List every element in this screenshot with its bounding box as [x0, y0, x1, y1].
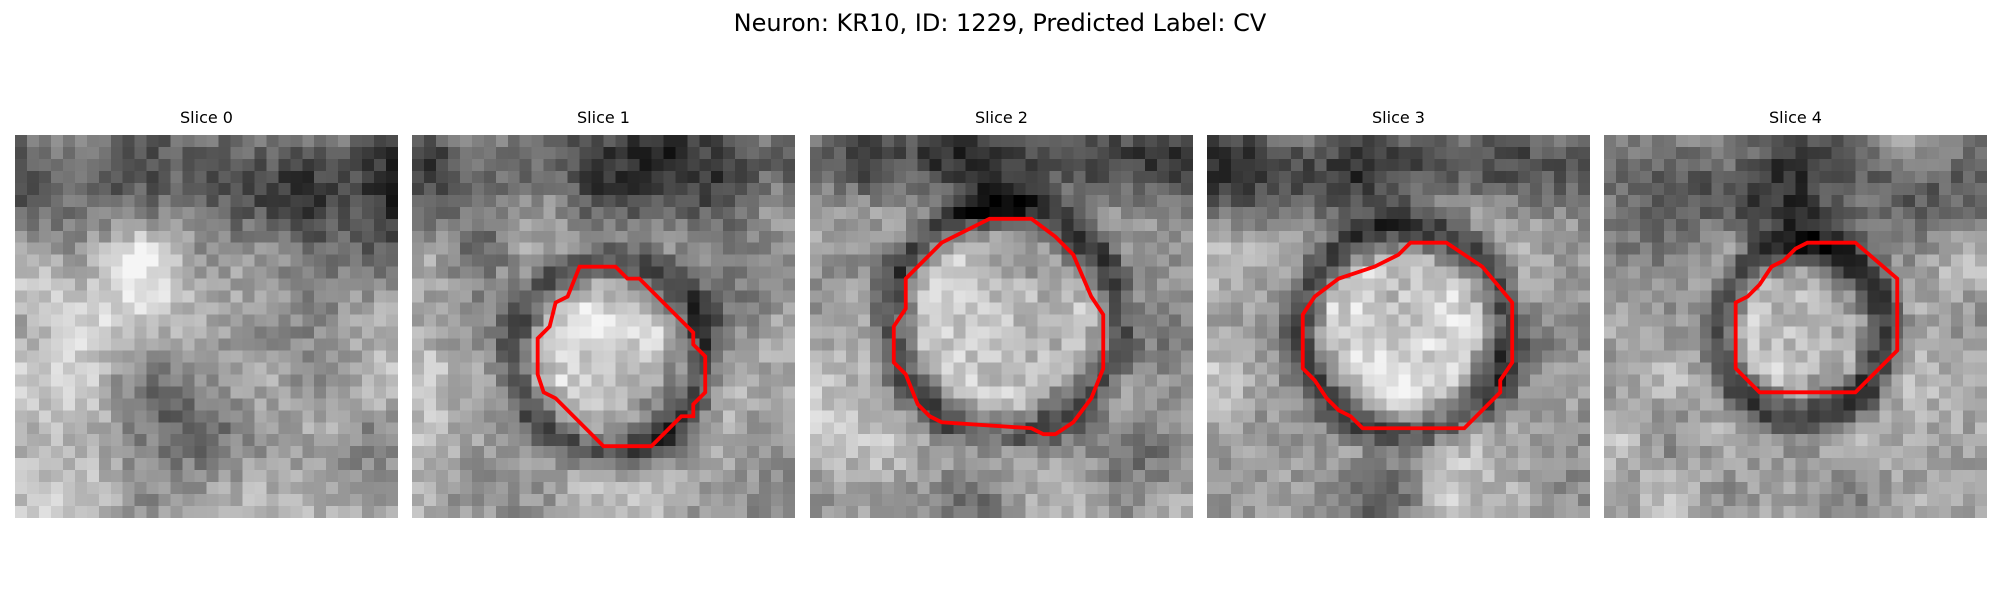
slice-title-3: Slice 3 [1372, 108, 1425, 127]
slice-image-2 [810, 135, 1193, 518]
slice-title-2: Slice 2 [975, 108, 1028, 127]
slice-panel-0: Slice 0 [15, 105, 398, 518]
figure-title: Neuron: KR10, ID: 1229, Predicted Label:… [733, 9, 1267, 37]
slice-image-4 [1604, 135, 1987, 518]
slice-title-0: Slice 0 [180, 108, 233, 127]
slice-image-3 [1207, 135, 1590, 518]
slice-image-0 [15, 135, 398, 518]
segmentation-contour-1 [535, 264, 708, 449]
slice-image-1 [412, 135, 795, 518]
slice-title-4: Slice 4 [1769, 108, 1822, 127]
segmentation-contour-3 [1300, 240, 1515, 431]
slice-title-1: Slice 1 [577, 108, 630, 127]
slice-panels: Slice 0 Slice 1 Slice 2 Slice 3 Slice 4 [15, 105, 1987, 525]
slice-panel-3: Slice 3 [1207, 105, 1590, 518]
slice-panel-1: Slice 1 [412, 105, 795, 518]
segmentation-contour-2 [891, 216, 1106, 437]
slice-panel-4: Slice 4 [1604, 105, 1987, 518]
segmentation-contour-4 [1733, 240, 1900, 395]
slice-panel-2: Slice 2 [810, 105, 1193, 518]
